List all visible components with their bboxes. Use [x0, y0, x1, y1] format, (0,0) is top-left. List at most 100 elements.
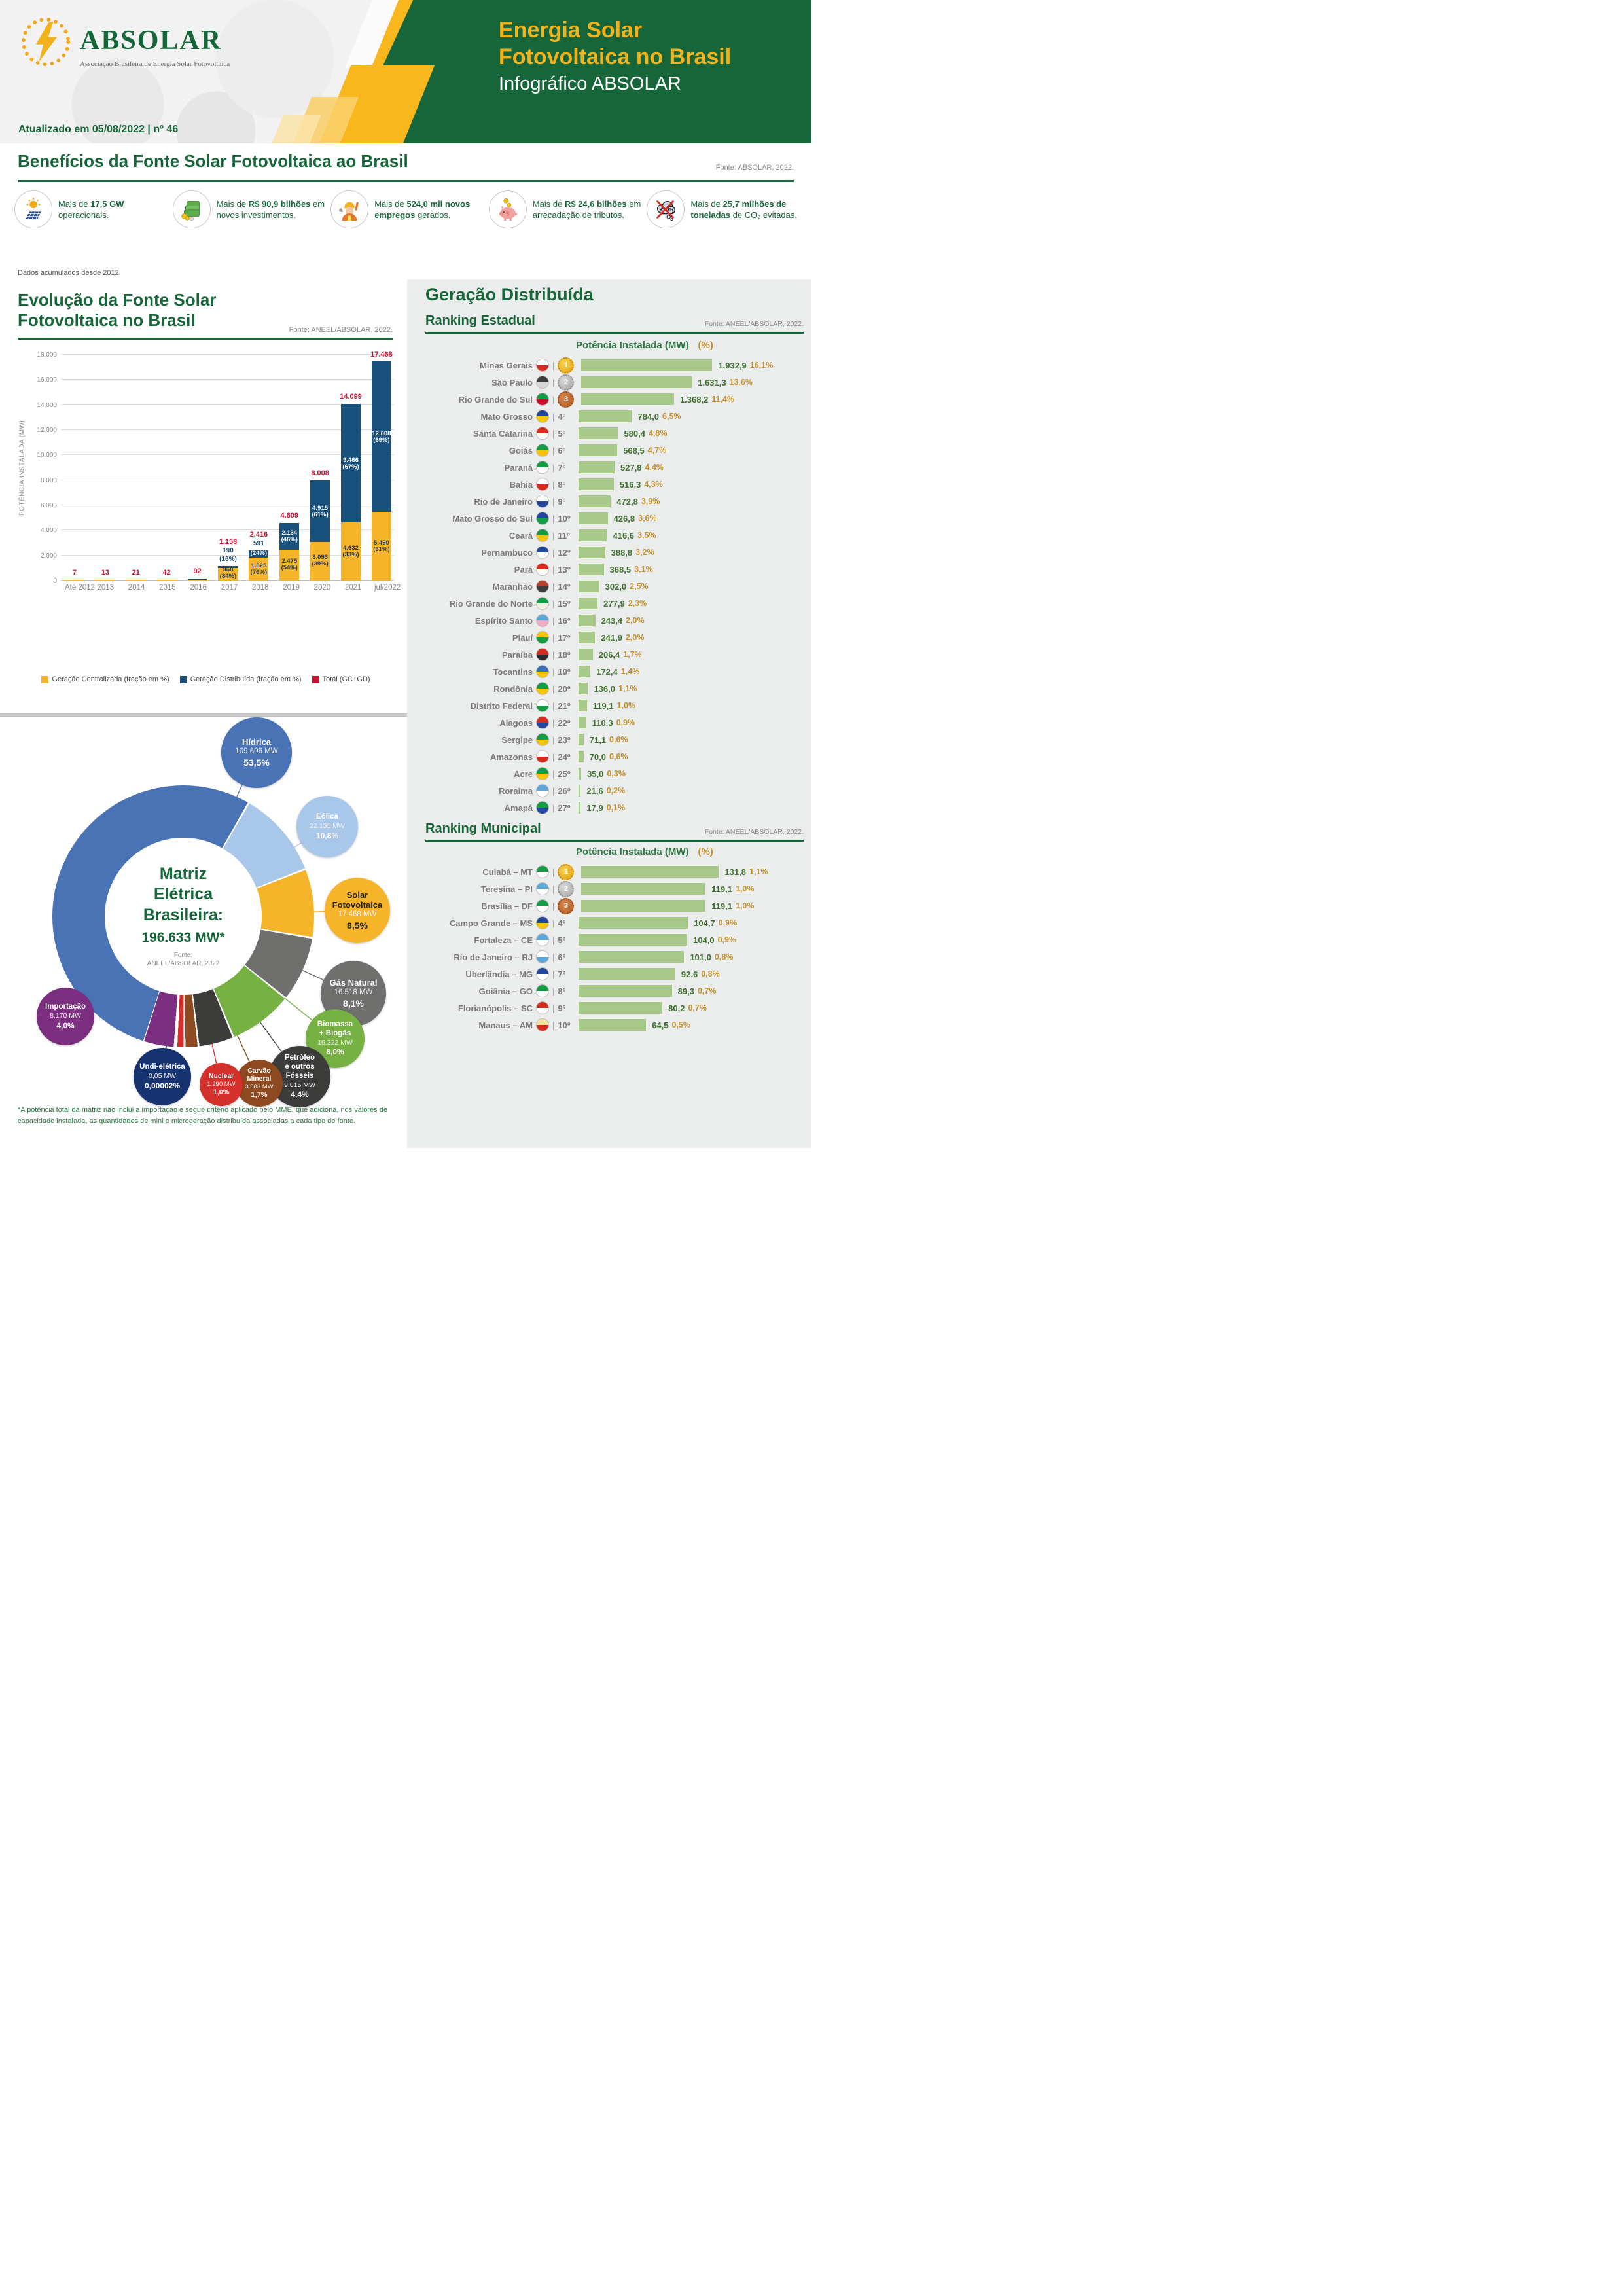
row-name: Rio Grande do Norte: [449, 598, 533, 609]
row-name: Espírito Santo: [474, 615, 533, 626]
flag-icon: [536, 376, 549, 389]
row-name: Sergipe: [501, 734, 533, 745]
bar-2016: 92: [187, 355, 207, 581]
separator: |: [552, 411, 555, 422]
estadual-title: Ranking Estadual: [425, 314, 535, 328]
rank-label: 6º: [558, 952, 566, 962]
bubble-pct: 8,1%: [343, 997, 364, 1009]
pct-label: 0,3%: [607, 769, 626, 778]
ranking-row-Espírito Santo: Espírito Santo | 16º 243,4 2,0%: [414, 612, 812, 629]
row-name: Pará: [514, 564, 533, 575]
ranking-row-Acre: Acre | 25º 35,0 0,3%: [414, 765, 812, 782]
ranking-row-Mato Grosso do Sul: Mato Grosso do Sul | 10º 426,8 3,6%: [414, 510, 812, 527]
separator: |: [552, 666, 555, 677]
x-tick-2018: 2018: [251, 584, 269, 592]
separator: |: [552, 768, 555, 779]
bubble-name: Solar: [346, 889, 368, 900]
row-name: Amazonas: [490, 751, 533, 762]
separator: |: [552, 547, 555, 558]
pct-label: 4,8%: [648, 429, 668, 438]
medal-3-icon: 3: [558, 897, 575, 914]
bubble-pct: 10,8%: [315, 831, 339, 840]
value-bar: [579, 751, 584, 762]
value-label: 527,8: [620, 462, 642, 473]
value-label: 388,8: [611, 547, 633, 558]
value-label: 21,6: [586, 785, 603, 796]
separator: |: [552, 564, 555, 575]
gd-segment: [371, 361, 391, 512]
row-name: Rio Grande do Sul: [458, 394, 533, 404]
rank-label: 26º: [558, 785, 571, 796]
header: Energia Solar Fotovoltaica no Brasil Inf…: [0, 0, 812, 143]
gridline: [61, 404, 394, 405]
bubble-pct: 1,7%: [251, 1091, 268, 1100]
legend-swatch: [179, 675, 187, 683]
flag-icon: [536, 916, 549, 929]
value-label: 119,1: [711, 901, 732, 911]
benefit-item-jobs: Mais de 524,0 mil novos empregos gerados…: [330, 190, 489, 228]
estadual-columns-header: Potência Instalada (MW) (%): [576, 340, 713, 351]
bubble-mw: 16.322 MW: [317, 1038, 353, 1047]
flag-icon: [536, 580, 549, 593]
value-bar: [579, 444, 618, 456]
value-label: 472,8: [616, 496, 638, 507]
pct-label: 0,7%: [688, 1003, 707, 1013]
rankings-panel: Geração Distribuída Ranking Estadual Fon…: [407, 279, 812, 1148]
benefit-item-capacity: Mais de 17,5 GW operacionais.: [14, 190, 173, 228]
y-tick-label: 6.000: [40, 502, 57, 509]
separator: |: [552, 1020, 555, 1030]
bubble-mw: 22.131 MW: [310, 821, 345, 830]
gridline: [61, 354, 394, 355]
ranking-row-Santa Catarina: Santa Catarina | 5º 580,4 4,8%: [414, 425, 812, 442]
bubble-name: + Biogás: [319, 1030, 351, 1037]
separator: |: [552, 649, 555, 660]
value-bar: [579, 495, 611, 507]
bubble-Solar-Fotovoltaica: Solar Fotovoltaica 17.468 MW 8,5%: [325, 878, 390, 943]
matriz-center-line2: Elétrica: [153, 885, 213, 904]
flag-icon: [536, 359, 549, 372]
value-bar: [579, 917, 688, 929]
separator: |: [552, 751, 555, 762]
value-label: 110,3: [592, 717, 613, 728]
value-bar: [579, 547, 605, 558]
pct-label: 1,0%: [616, 701, 636, 710]
row-name: Mato Grosso do Sul: [452, 513, 533, 524]
bubble-name: Importação: [45, 1003, 86, 1011]
value-label: 516,3: [619, 479, 641, 490]
value-bar: [581, 359, 713, 371]
flag-icon: [536, 933, 549, 946]
municipal-columns-header: Potência Instalada (MW) (%): [576, 846, 713, 857]
value-label: 89,3: [677, 986, 694, 996]
rank-label: 25º: [558, 768, 571, 779]
gd-pct-label: (16%): [219, 556, 237, 564]
ranking-row-Alagoas: Alagoas | 22º 110,3 0,9%: [414, 714, 812, 731]
value-label: 71,1: [589, 734, 607, 745]
pct-label: 0,6%: [609, 752, 628, 761]
value-bar: [579, 410, 632, 422]
value-label: 64,5: [652, 1020, 669, 1030]
bubble-name: Hídrica: [241, 737, 272, 747]
donut-center: Matriz Elétrica Brasileira: 196.633 MW* …: [105, 838, 262, 995]
worker-icon: [330, 190, 369, 228]
pct-label: 1,4%: [620, 667, 640, 676]
rank-label: 8º: [558, 479, 566, 490]
evolution-title: Evolução da Fonte Solar Fotovoltaica no …: [18, 290, 216, 330]
row-name: Teresina – PI: [480, 884, 533, 894]
rank-label: 15º: [558, 598, 571, 609]
value-bar: [581, 900, 706, 912]
separator: |: [552, 445, 555, 456]
rank-label: 17º: [558, 632, 571, 643]
ranking-row-Piauí: Piauí | 17º 241,9 2,0%: [414, 629, 812, 646]
bubble-mw: 16.518 MW: [334, 988, 373, 996]
row-name: Pernambuco: [481, 547, 533, 558]
svg-text:$: $: [506, 211, 509, 217]
ranking-row-Rio Grande do Norte: Rio Grande do Norte | 15º 277,9 2,3%: [414, 595, 812, 612]
row-name: Mato Grosso: [480, 411, 533, 422]
bar-2015: 42: [156, 355, 177, 581]
rank-label: 8º: [558, 986, 566, 996]
rank-label: 23º: [558, 734, 571, 745]
x-axis-labels: Até 2012 2013 2014 2015 2016 2017 2018 2019 2020…: [65, 584, 401, 592]
row-name: Brasília – DF: [481, 901, 533, 911]
row-name: Minas Gerais: [480, 360, 533, 370]
rank-label: 11º: [558, 530, 570, 541]
